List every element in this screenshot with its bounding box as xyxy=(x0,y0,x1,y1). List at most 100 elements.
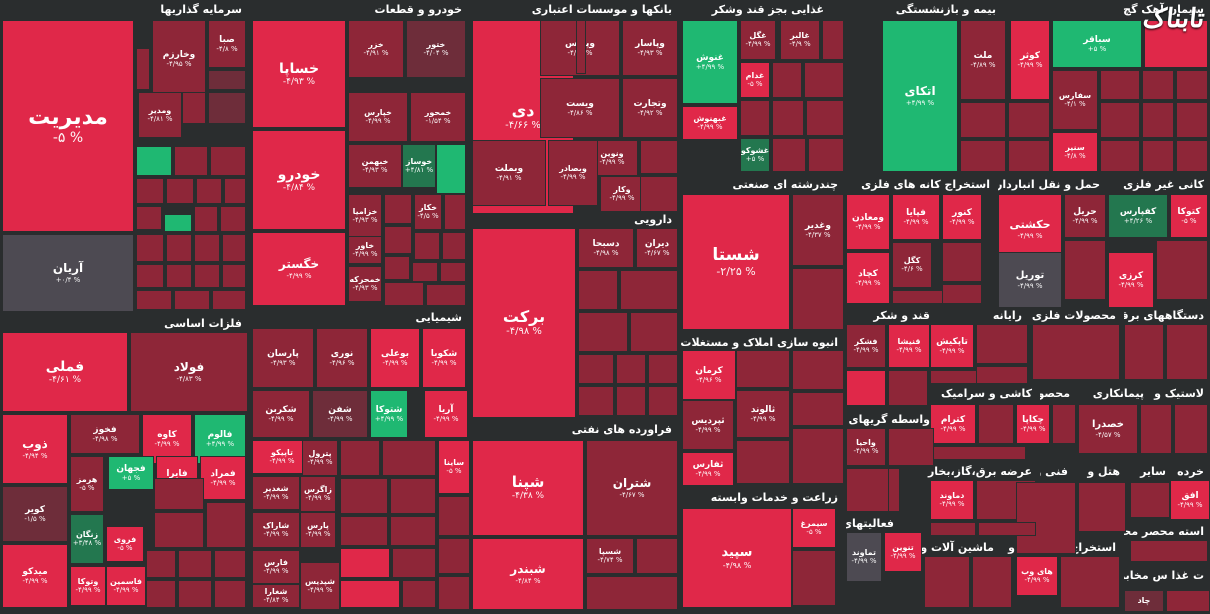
stock-tile[interactable] xyxy=(616,354,646,384)
stock-tile[interactable] xyxy=(930,522,976,536)
stock-tile[interactable] xyxy=(384,226,412,254)
stock-tile[interactable] xyxy=(930,446,1026,460)
stock-tile[interactable] xyxy=(578,354,614,384)
stock-tile[interactable]: شستا -۲/۲۵ % xyxy=(682,194,790,330)
stock-tile[interactable]: ومدیر -۴/۸۱ % xyxy=(138,92,182,138)
stock-tile[interactable]: ملت -۴/۸۹ % xyxy=(960,20,1006,100)
stock-tile[interactable] xyxy=(222,234,246,262)
stock-tile[interactable] xyxy=(736,440,790,484)
stock-tile[interactable]: وتجارت -۴/۹۲ % xyxy=(622,78,678,138)
stock-tile[interactable]: فروی -۵ % xyxy=(106,526,144,562)
stock-tile[interactable] xyxy=(616,386,646,416)
stock-tile[interactable] xyxy=(384,282,424,306)
stock-tile[interactable] xyxy=(382,440,436,476)
stock-tile[interactable]: خمحور -۱/۵۴ % xyxy=(410,92,466,142)
stock-tile[interactable] xyxy=(222,264,246,288)
stock-tile[interactable] xyxy=(1142,102,1174,138)
stock-tile[interactable]: حریل -۴/۹۹ % xyxy=(1064,194,1106,238)
stock-tile[interactable]: خصدرا -۴/۵۷ % xyxy=(1078,404,1138,454)
stock-tile[interactable]: خودرو -۴/۸۴ % xyxy=(252,130,346,230)
stock-tile[interactable]: پارسان -۴/۹۳ % xyxy=(252,328,314,388)
stock-tile[interactable]: هرمز -۵ % xyxy=(70,456,104,512)
stock-tile[interactable]: کرمان -۴/۹۶ % xyxy=(682,350,736,400)
stock-tile[interactable] xyxy=(1100,140,1140,172)
stock-tile[interactable]: کفپارس +۴/۲۶ % xyxy=(1108,194,1168,238)
stock-tile[interactable]: شپنا -۴/۳۸ % xyxy=(472,440,584,536)
stock-tile[interactable] xyxy=(340,440,380,476)
stock-tile[interactable] xyxy=(578,386,614,416)
stock-tile[interactable] xyxy=(136,264,164,288)
stock-tile[interactable] xyxy=(1156,240,1208,300)
stock-tile[interactable]: سفارس -۴/۱ % xyxy=(1052,70,1098,130)
stock-tile[interactable]: سیمرغ -۵ % xyxy=(792,508,836,548)
stock-tile[interactable]: کتوکا -۵ % xyxy=(1170,194,1208,238)
stock-tile[interactable] xyxy=(212,290,246,310)
stock-tile[interactable] xyxy=(1124,324,1164,380)
stock-tile[interactable]: صبا -۴/۸ % xyxy=(208,20,246,68)
stock-tile[interactable] xyxy=(972,556,1012,608)
stock-tile[interactable] xyxy=(440,262,466,282)
stock-tile[interactable] xyxy=(792,350,844,390)
stock-tile[interactable] xyxy=(630,312,678,352)
stock-tile[interactable] xyxy=(1052,404,1076,444)
stock-tile[interactable]: وپاسار -۴/۹۳ % xyxy=(622,20,678,76)
stock-tile[interactable]: ذوب -۴/۹۴ % xyxy=(2,414,68,484)
stock-tile[interactable] xyxy=(438,576,470,610)
stock-tile[interactable] xyxy=(1008,102,1050,138)
stock-tile[interactable] xyxy=(576,20,586,74)
stock-tile[interactable]: میدکو -۴/۹۹ % xyxy=(2,544,68,608)
stock-tile[interactable]: کرزی -۴/۹۹ % xyxy=(1108,252,1154,308)
stock-tile[interactable] xyxy=(166,178,194,204)
stock-tile[interactable] xyxy=(640,176,678,212)
stock-tile[interactable] xyxy=(740,100,770,136)
stock-tile[interactable] xyxy=(1166,324,1208,380)
stock-tile[interactable]: ثفارس -۴/۹۹ % xyxy=(682,452,734,486)
stock-tile[interactable] xyxy=(402,580,436,608)
stock-tile[interactable] xyxy=(960,102,1006,138)
stock-tile[interactable]: ومعادن -۴/۹۹ % xyxy=(846,194,890,250)
stock-tile[interactable]: توریل -۴/۹۹ % xyxy=(998,252,1062,308)
stock-tile[interactable] xyxy=(1064,240,1106,300)
stock-tile[interactable] xyxy=(846,370,886,406)
stock-tile[interactable] xyxy=(166,264,192,288)
stock-tile[interactable] xyxy=(206,502,246,548)
stock-tile[interactable]: شغدیر -۴/۹۹ % xyxy=(252,476,300,510)
stock-tile[interactable]: خساپا -۴/۹۳ % xyxy=(252,20,346,128)
stock-tile[interactable] xyxy=(340,478,388,514)
stock-tile[interactable] xyxy=(822,20,844,60)
stock-tile[interactable] xyxy=(384,194,412,224)
stock-tile[interactable] xyxy=(210,146,246,176)
stock-tile[interactable]: خبهمن -۴/۹۳ % xyxy=(348,144,402,188)
stock-tile[interactable] xyxy=(792,550,836,606)
stock-tile[interactable] xyxy=(164,214,192,232)
stock-tile[interactable] xyxy=(1130,540,1208,562)
stock-tile[interactable] xyxy=(146,550,176,578)
stock-tile[interactable] xyxy=(1032,324,1120,380)
stock-tile[interactable] xyxy=(154,478,204,510)
stock-tile[interactable] xyxy=(436,144,466,194)
stock-tile[interactable] xyxy=(772,62,802,98)
stock-tile[interactable]: شکربن -۴/۹۹ % xyxy=(252,390,310,438)
stock-tile[interactable] xyxy=(1130,482,1170,518)
stock-tile[interactable]: دماوند -۴/۹۹ % xyxy=(930,480,974,520)
stock-tile[interactable]: پترول -۴/۹۹ % xyxy=(302,440,338,476)
stock-tile[interactable] xyxy=(178,550,212,578)
stock-tile[interactable]: ختور -۴/۰۴ % xyxy=(406,20,466,78)
stock-tile[interactable] xyxy=(194,234,220,262)
stock-tile[interactable]: آریان +۰/۴ % xyxy=(2,234,134,312)
stock-tile[interactable] xyxy=(942,284,982,304)
stock-tile[interactable] xyxy=(792,268,844,330)
stock-tile[interactable]: بوعلی -۴/۹۹ % xyxy=(370,328,420,388)
stock-tile[interactable]: افق -۴/۹۹ % xyxy=(1170,480,1210,520)
stock-tile[interactable]: غالبر -۴/۹ % xyxy=(780,20,820,60)
stock-tile[interactable] xyxy=(806,100,844,136)
stock-tile[interactable]: کوثر -۴/۹۹ % xyxy=(1010,20,1050,100)
stock-tile[interactable] xyxy=(1176,102,1208,138)
stock-tile[interactable]: های وب -۴/۹۹ % xyxy=(1016,556,1058,596)
stock-tile[interactable]: قنیشا -۴/۹۹ % xyxy=(888,324,930,368)
stock-tile[interactable]: شتوکا +۴/۹۹ % xyxy=(370,390,408,438)
stock-tile[interactable]: سنیر -۴/۸ % xyxy=(1052,132,1098,172)
stock-tile[interactable]: شفن -۴/۹۹ % xyxy=(312,390,368,438)
stock-tile[interactable] xyxy=(392,548,436,578)
stock-tile[interactable] xyxy=(942,242,982,282)
